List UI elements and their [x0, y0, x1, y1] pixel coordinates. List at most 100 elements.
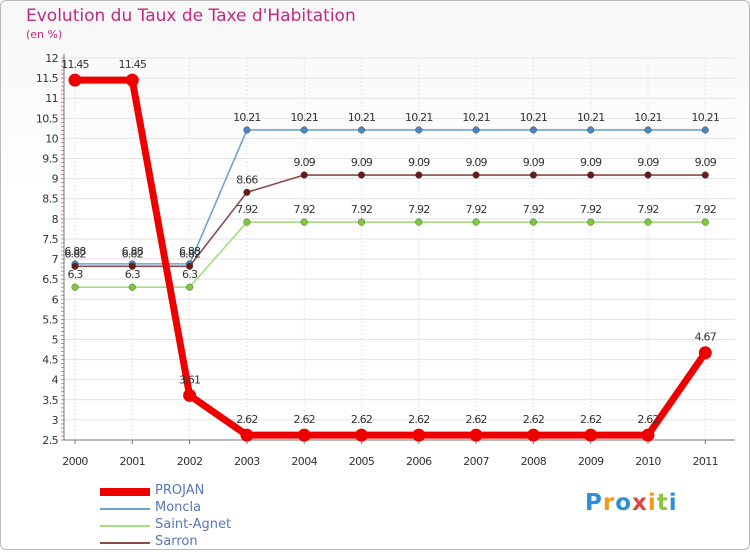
data-point-sarron: [128, 262, 136, 270]
data-label-projan: 2.62: [465, 413, 486, 426]
data-label-sarron: 9.09: [408, 156, 430, 169]
data-label-moncla: 6.88: [122, 245, 144, 258]
data-labels: 6.88 6.88 6.88 10.21 10.21 10.21 10.21 10.21 10.…: [61, 58, 720, 426]
legend-label-saint-agnet: Saint-Agnet: [155, 517, 232, 532]
x-tick-label: 2002: [177, 455, 203, 468]
legend-label-moncla: Moncla: [155, 500, 202, 515]
data-point-saint-agnet: [300, 218, 308, 226]
logo-letter: i: [647, 490, 657, 516]
y-tick-label: 9: [52, 173, 59, 186]
legend-swatch-saint-agnet: [100, 525, 150, 527]
data-point-sarron: [243, 188, 251, 196]
series-line-projan: [75, 76, 709, 439]
logo-letter: t: [656, 490, 669, 516]
y-tick-label: 6.5: [42, 273, 58, 286]
data-label-sarron: 9.09: [351, 156, 373, 169]
data-label-moncla: 10.21: [577, 111, 605, 124]
data-label-sarron: 9.09: [637, 156, 659, 169]
data-label-saint-agnet: 7.92: [637, 203, 658, 216]
chart-title: Evolution du Taux de Taxe d'Habitation: [26, 6, 356, 26]
data-point-saint-agnet: [587, 218, 595, 226]
data-point-sarron: [701, 171, 709, 179]
data-label-sarron: 6.82: [122, 247, 143, 260]
data-label-sarron: 8.66: [236, 173, 258, 186]
data-label-projan: 2.62: [351, 413, 372, 426]
data-label-moncla: 10.21: [462, 111, 490, 124]
data-point-saint-agnet: [186, 283, 194, 291]
data-label-moncla: 10.21: [348, 111, 376, 124]
y-tick-label: 6: [52, 293, 59, 306]
y-tick-label: 5.5: [42, 313, 58, 326]
data-point-saint-agnet: [701, 218, 709, 226]
series-layer: [68, 73, 712, 442]
x-tick-label: 2009: [578, 455, 604, 468]
data-point-sarron: [358, 171, 366, 179]
data-point-projan: [183, 388, 197, 402]
data-point-projan: [584, 428, 598, 442]
data-label-saint-agnet: 6.3: [67, 268, 83, 281]
data-point-moncla: [415, 126, 423, 134]
data-point-saint-agnet: [529, 218, 537, 226]
data-label-projan: 2.62: [294, 413, 315, 426]
data-point-projan: [641, 428, 655, 442]
x-tick-label: 2006: [406, 455, 432, 468]
logo-letter: P: [585, 490, 603, 516]
y-tick-label: 8.5: [42, 193, 58, 206]
data-point-projan: [125, 73, 139, 87]
data-label-sarron: 9.09: [465, 156, 487, 169]
y-tick-label: 11.5: [36, 72, 59, 85]
data-label-moncla: 6.88: [179, 245, 201, 258]
data-point-moncla: [587, 126, 595, 134]
data-point-saint-agnet: [472, 218, 480, 226]
data-point-projan: [355, 428, 368, 442]
data-label-sarron: 9.09: [294, 156, 316, 169]
data-point-saint-agnet: [71, 283, 79, 291]
data-label-sarron: 9.09: [523, 156, 545, 169]
y-tick-label: 3: [52, 414, 59, 427]
data-label-saint-agnet: 7.92: [695, 203, 716, 216]
series-line-sarron: [75, 174, 706, 268]
data-point-sarron: [644, 171, 652, 179]
y-tick-label: 4: [52, 374, 59, 387]
data-label-projan: 2.62: [637, 413, 658, 426]
data-point-moncla: [701, 126, 709, 134]
x-tick-label: 2000: [62, 455, 88, 468]
data-label-projan: 2.62: [580, 413, 601, 426]
x-tick-label: 2001: [119, 455, 145, 468]
data-label-moncla: 10.21: [520, 111, 548, 124]
data-point-projan: [412, 428, 426, 442]
data-point-saint-agnet: [644, 218, 652, 226]
y-tick-label: 11: [45, 92, 58, 105]
data-label-saint-agnet: 7.92: [294, 203, 315, 216]
x-tick-label: 2011: [692, 455, 718, 468]
y-tick-label: 12: [45, 52, 58, 65]
data-point-moncla: [243, 126, 251, 134]
data-label-sarron: 9.09: [695, 156, 717, 169]
data-point-projan: [240, 428, 254, 442]
logo-letter: o: [615, 490, 633, 516]
data-point-sarron: [186, 262, 194, 270]
chart-subtitle: (en %): [26, 28, 63, 41]
data-label-saint-agnet: 6.3: [182, 268, 198, 281]
logo-letter: x: [632, 490, 648, 516]
data-label-sarron: 6.82: [64, 247, 85, 260]
data-label-moncla: 10.21: [233, 111, 261, 124]
data-label-sarron: 6.82: [179, 247, 200, 260]
x-tick-label: 2008: [521, 455, 547, 468]
x-tick-label: 2003: [234, 455, 260, 468]
data-point-projan: [469, 428, 483, 442]
legend-swatch-sarron: [100, 542, 150, 544]
legend-swatch-projan: [100, 488, 150, 496]
data-label-projan: 2.62: [523, 413, 544, 426]
data-label-saint-agnet: 7.92: [523, 203, 544, 216]
data-label-projan: 4.67: [695, 331, 717, 344]
y-tick-label: 3.5: [42, 394, 58, 407]
data-label-saint-agnet: 6.3: [125, 268, 141, 281]
data-label-saint-agnet: 7.92: [351, 203, 372, 216]
y-tick-label: 5: [52, 333, 59, 346]
data-label-saint-agnet: 7.92: [465, 203, 486, 216]
data-label-saint-agnet: 7.92: [408, 203, 429, 216]
data-point-saint-agnet: [243, 218, 251, 226]
data-label-projan: 11.45: [119, 58, 147, 71]
proxiti-logo: Proxiti: [585, 490, 678, 516]
